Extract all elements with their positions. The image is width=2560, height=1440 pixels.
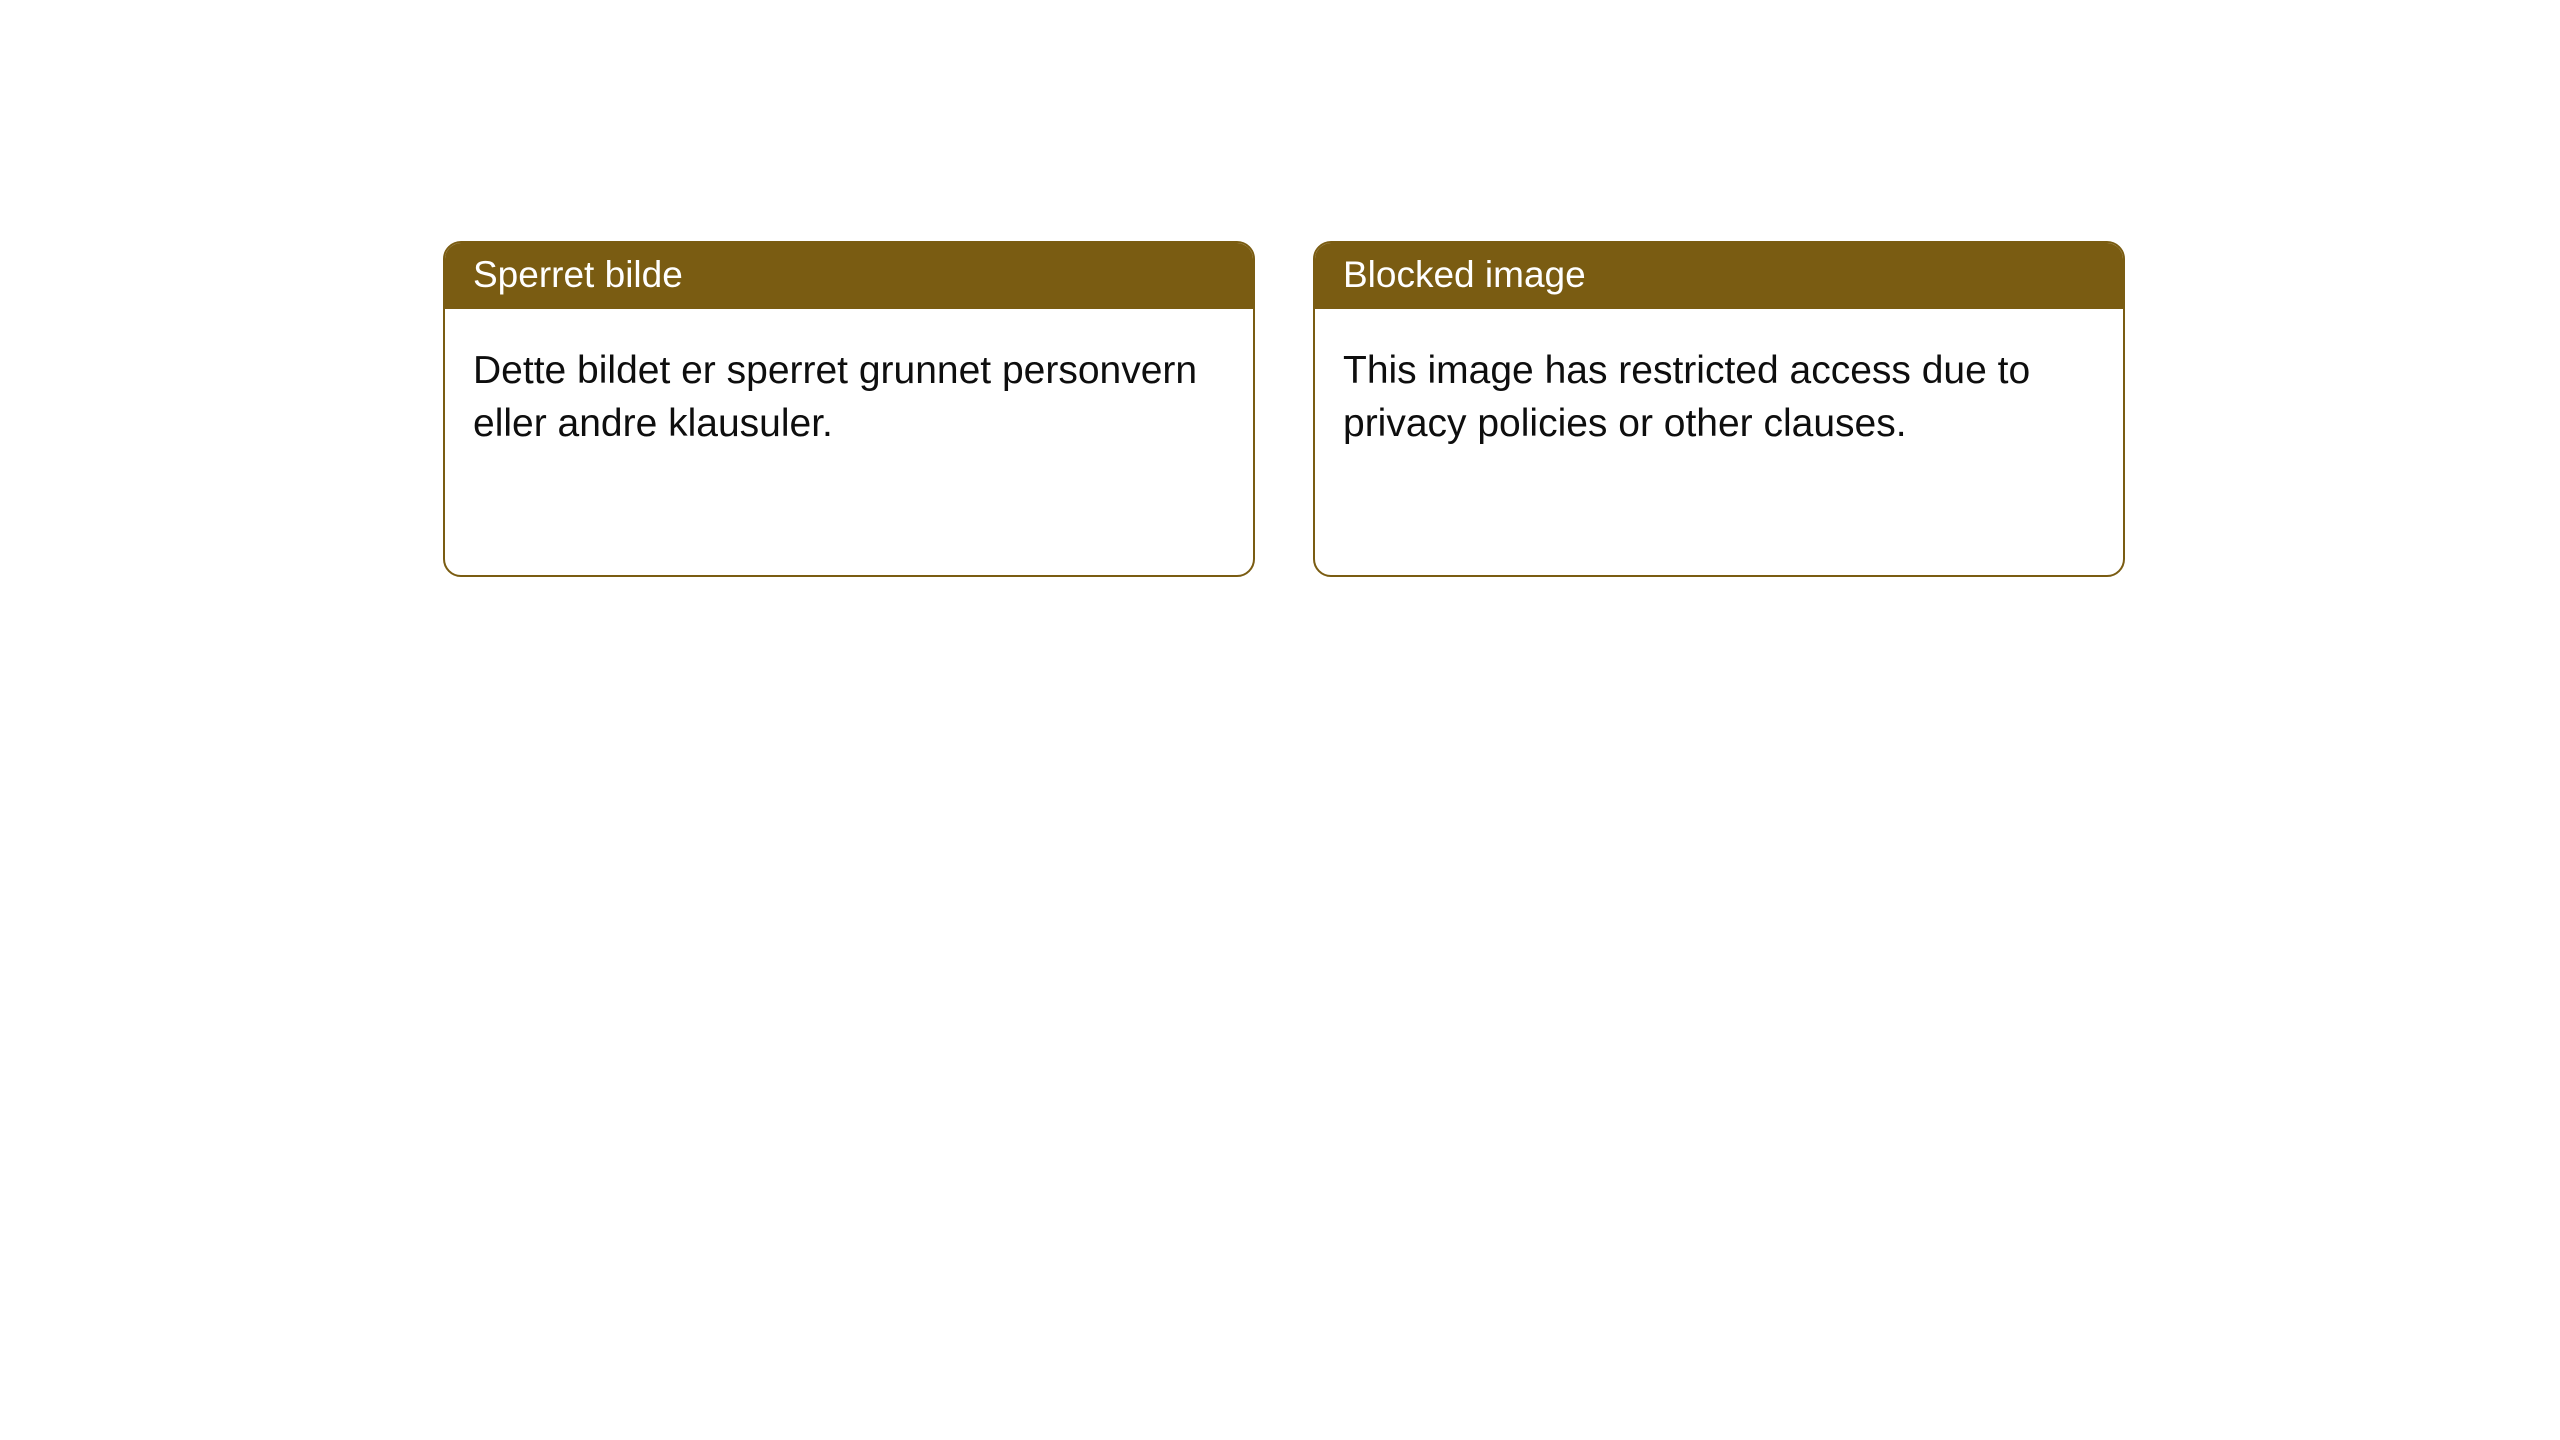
card-body: This image has restricted access due to … (1315, 309, 2123, 478)
card-body: Dette bildet er sperret grunnet personve… (445, 309, 1253, 478)
card-body-text: This image has restricted access due to … (1343, 349, 2030, 445)
card-header: Sperret bilde (445, 243, 1253, 309)
card-body-text: Dette bildet er sperret grunnet personve… (473, 349, 1197, 445)
card-header: Blocked image (1315, 243, 2123, 309)
blocked-image-card-no: Sperret bilde Dette bildet er sperret gr… (443, 241, 1255, 577)
blocked-image-card-en: Blocked image This image has restricted … (1313, 241, 2125, 577)
card-title: Blocked image (1343, 254, 1586, 295)
notice-container: Sperret bilde Dette bildet er sperret gr… (0, 0, 2560, 577)
card-title: Sperret bilde (473, 254, 683, 295)
